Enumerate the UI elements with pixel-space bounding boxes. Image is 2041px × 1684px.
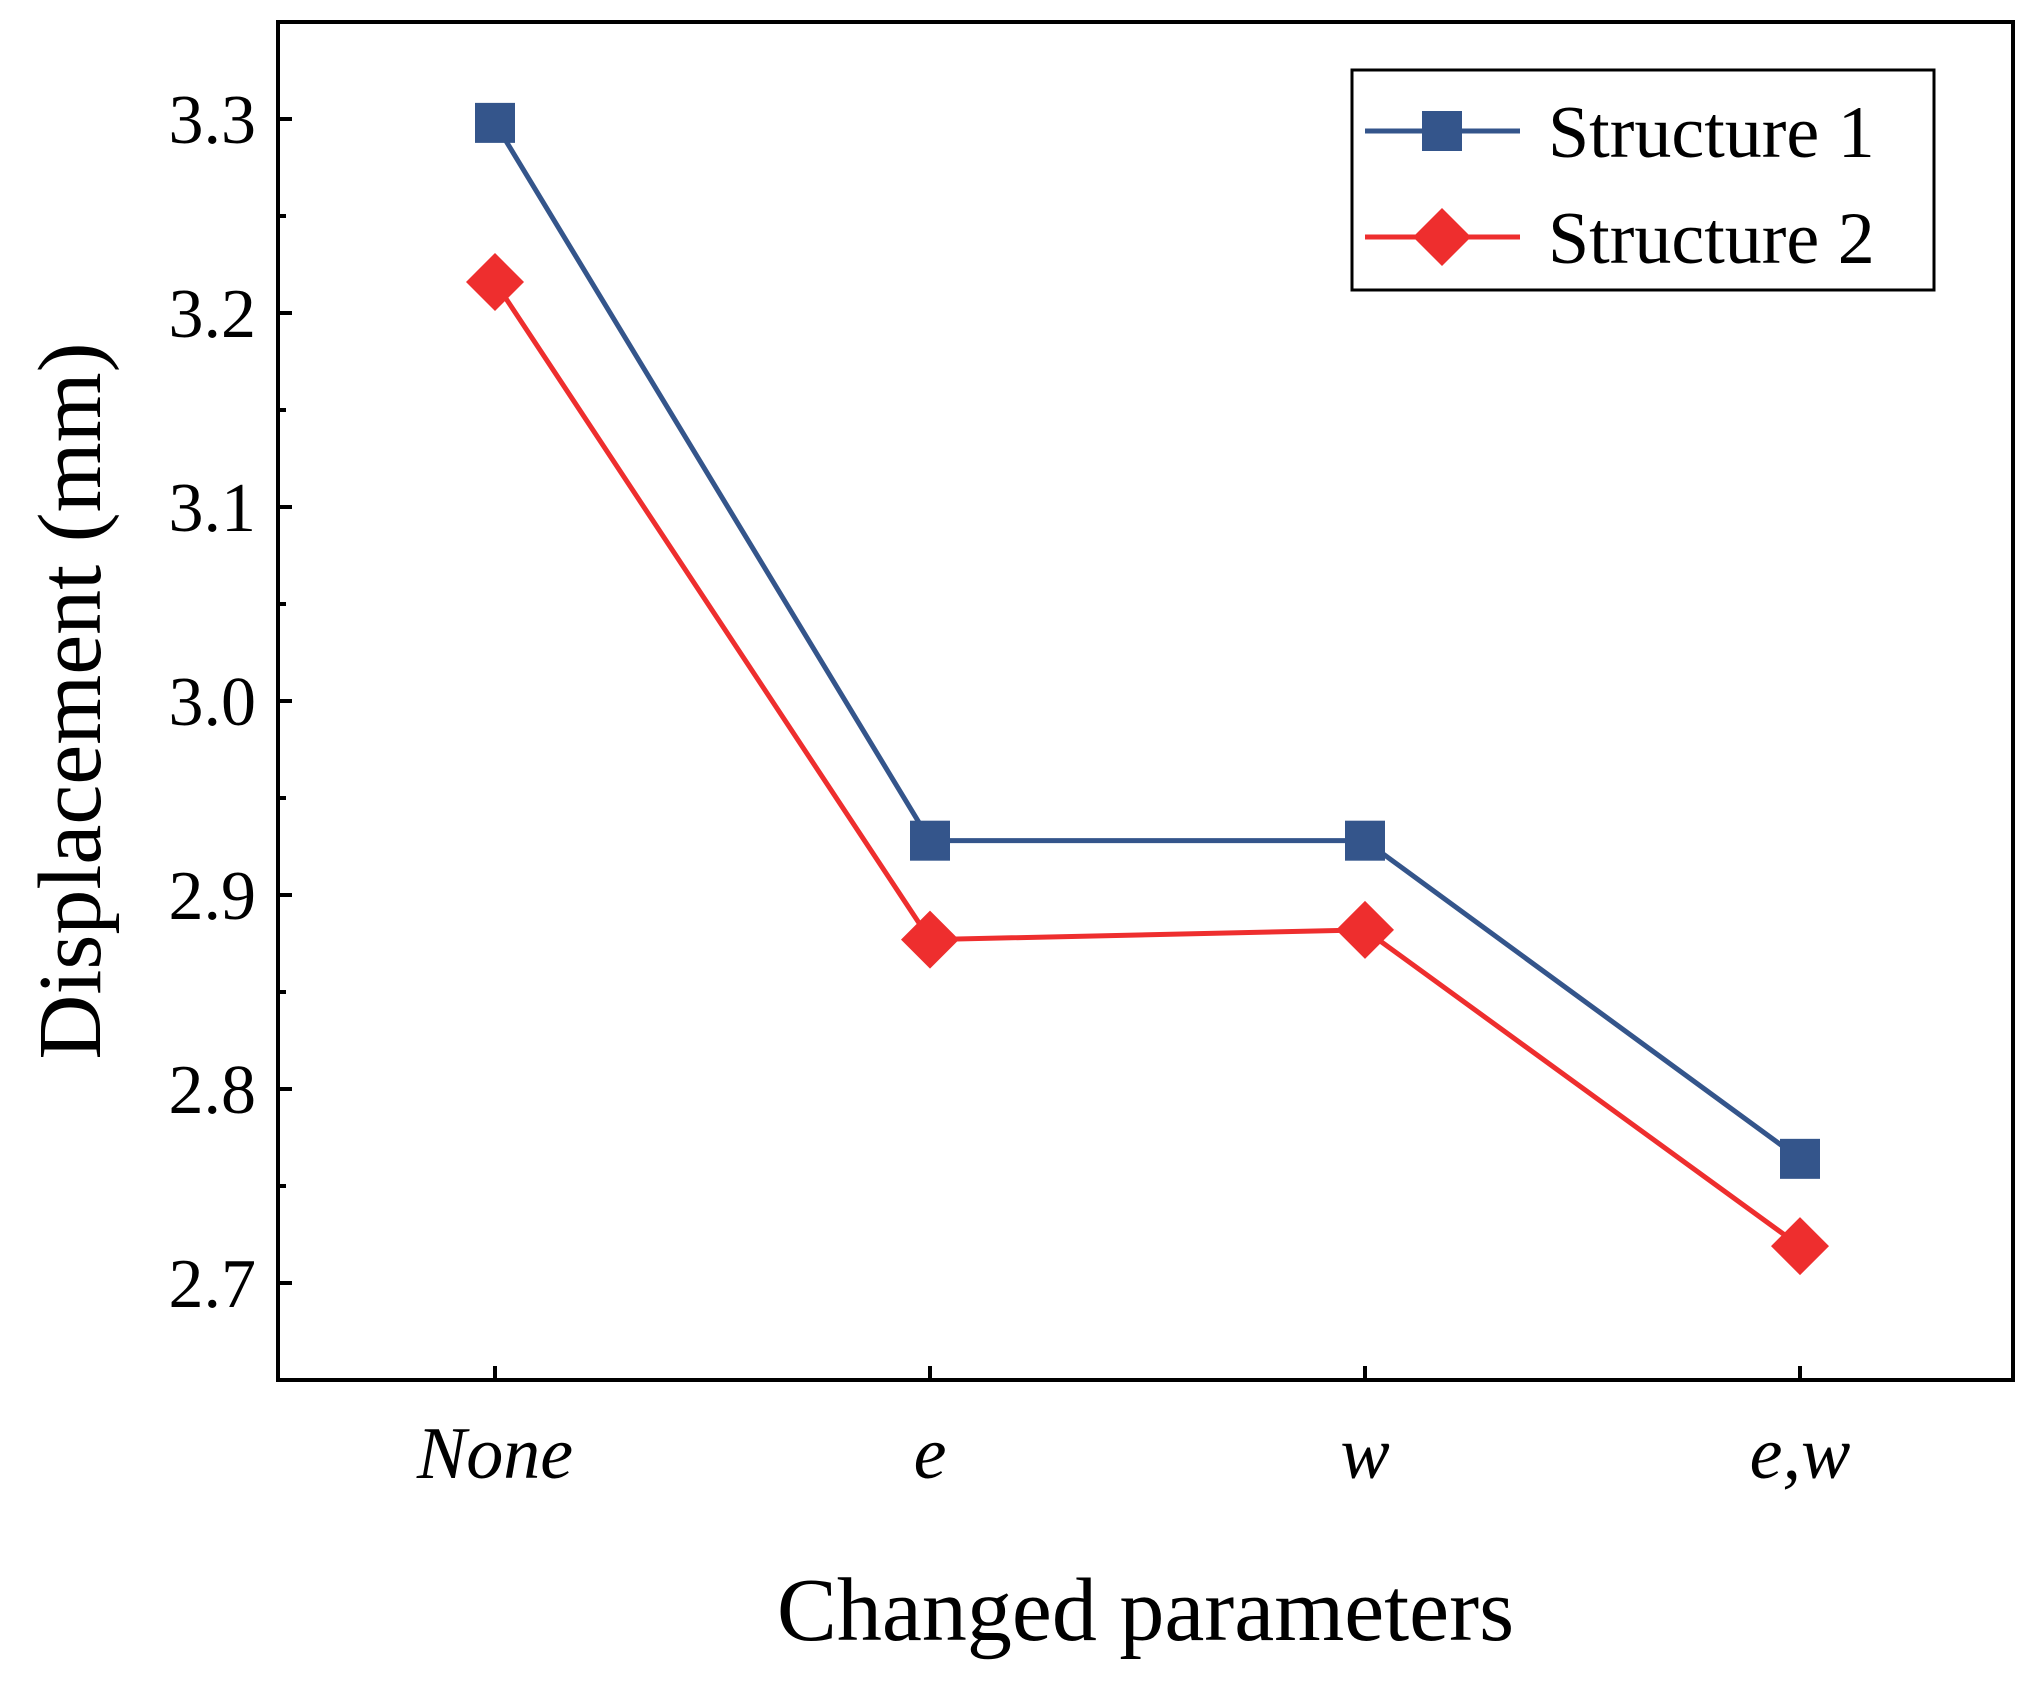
series-layer bbox=[466, 102, 1829, 1276]
series-line bbox=[492, 121, 1802, 1161]
legend: Structure 1 Structure 2 bbox=[1350, 68, 1936, 292]
y-tick-label: 2.8 bbox=[169, 1052, 257, 1129]
data-point bbox=[1345, 820, 1385, 861]
data-point bbox=[475, 102, 515, 143]
legend-marker bbox=[1413, 208, 1471, 266]
x-tick-label: w bbox=[1340, 1413, 1389, 1495]
x-tick-label: None bbox=[416, 1413, 573, 1495]
x-tick-label: e,w bbox=[1750, 1413, 1851, 1495]
axis-ticks: 2.7 2.8 2.9 3.0 3.1 3.2 3.3 None e w e,w bbox=[169, 82, 1851, 1495]
data-point bbox=[910, 820, 950, 861]
y-axis-title: Displacement (mm) bbox=[21, 342, 120, 1059]
data-point bbox=[1780, 1138, 1820, 1179]
legend-marker bbox=[1422, 111, 1462, 151]
y-tick-label: 3.2 bbox=[169, 276, 257, 353]
legend-label: Structure 2 bbox=[1548, 198, 1875, 280]
series-line bbox=[492, 280, 1802, 1249]
legend-label: Structure 1 bbox=[1548, 92, 1875, 174]
plot-area-frame bbox=[276, 20, 2015, 1382]
series-1 bbox=[475, 102, 1820, 1179]
legend-item: Structure 1 bbox=[1365, 92, 1875, 174]
y-tick-label: 2.7 bbox=[169, 1246, 257, 1323]
x-tick-label: e bbox=[914, 1413, 947, 1495]
data-point bbox=[1771, 1217, 1829, 1276]
legend-item: Structure 2 bbox=[1365, 198, 1875, 280]
data-point bbox=[901, 910, 959, 969]
y-tick-label: 3.0 bbox=[169, 664, 257, 741]
x-axis-title: Changed parameters bbox=[777, 1561, 1514, 1660]
data-point bbox=[466, 252, 524, 311]
y-tick-label: 3.1 bbox=[169, 470, 257, 547]
y-tick-label: 3.3 bbox=[169, 82, 257, 159]
series-2 bbox=[466, 252, 1829, 1276]
y-tick-label: 2.9 bbox=[169, 858, 257, 935]
data-point bbox=[1336, 900, 1394, 959]
